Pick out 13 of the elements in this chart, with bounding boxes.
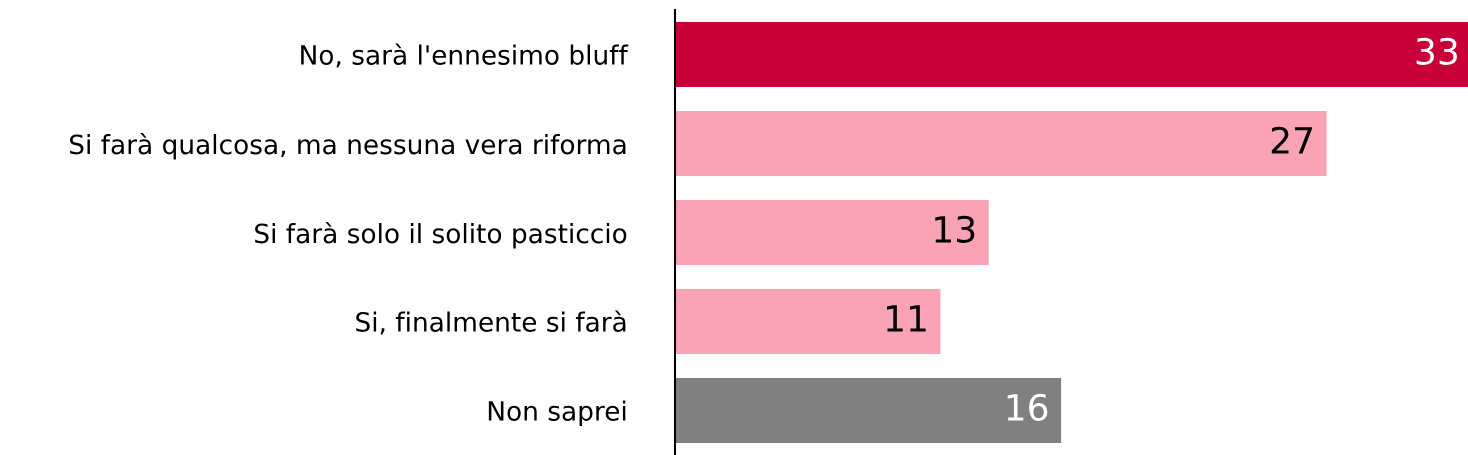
bar <box>675 378 1062 443</box>
bar <box>675 289 941 354</box>
y-tick-label: Non saprei <box>488 400 626 427</box>
bar <box>675 200 989 265</box>
y-tick-label: Si, finalmente si farà <box>356 310 626 335</box>
data-label: 27 <box>1271 126 1312 154</box>
data-label: 13 <box>935 215 975 243</box>
y-tick-label: Si farà solo il solito pasticcio <box>255 221 627 249</box>
data-label: 11 <box>886 305 926 332</box>
y-tick-label: No, sarà l'ennesimo bluff <box>301 43 629 68</box>
data-label: 16 <box>1007 393 1048 421</box>
y-tick-label: Si farà qualcosa, ma nessuna vera riforma <box>69 132 626 160</box>
data-label: 33 <box>1416 37 1457 65</box>
